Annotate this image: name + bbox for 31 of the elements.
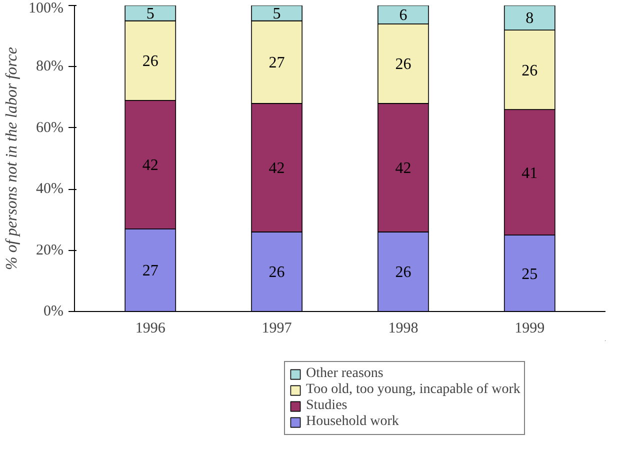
y-tick-label: 40%: [36, 181, 64, 198]
legend-label: Household work: [306, 414, 399, 430]
legend-label: Other reasons: [306, 366, 384, 382]
x-tick-label: 1998: [388, 320, 418, 336]
y-tick-label: 0%: [44, 304, 64, 320]
data-label: 26: [395, 56, 412, 74]
data-label: 5: [272, 6, 281, 23]
y-tick-label: 80%: [36, 58, 64, 75]
data-label: 25: [522, 266, 538, 283]
y-axis-title: % of persons not in the labor force: [4, 47, 21, 270]
data-label: 26: [268, 264, 285, 282]
x-tick-label: 1999: [514, 320, 545, 336]
data-label: 42: [395, 160, 412, 178]
data-label: 5: [146, 6, 154, 23]
data-label: 26: [395, 264, 412, 282]
data-label: 26: [142, 53, 158, 70]
legend-label: Studies: [306, 398, 348, 414]
data-label: 6: [399, 7, 408, 24]
data-label: 42: [268, 160, 285, 178]
data-label: 42: [142, 157, 158, 174]
data-label: 26: [522, 62, 538, 80]
x-tick-label: 1997: [262, 320, 292, 336]
data-label: 27: [268, 54, 285, 72]
y-tick-label: 60%: [36, 120, 64, 136]
data-label: 41: [522, 164, 538, 182]
data-label: 27: [142, 262, 158, 280]
y-tick-label: 100%: [28, 0, 64, 16]
data-label: 8: [526, 10, 534, 28]
legend-label: Too old, too young, incapable of work: [306, 382, 520, 398]
y-tick-label: 20%: [36, 242, 64, 258]
x-tick-label: 1996: [135, 320, 166, 336]
